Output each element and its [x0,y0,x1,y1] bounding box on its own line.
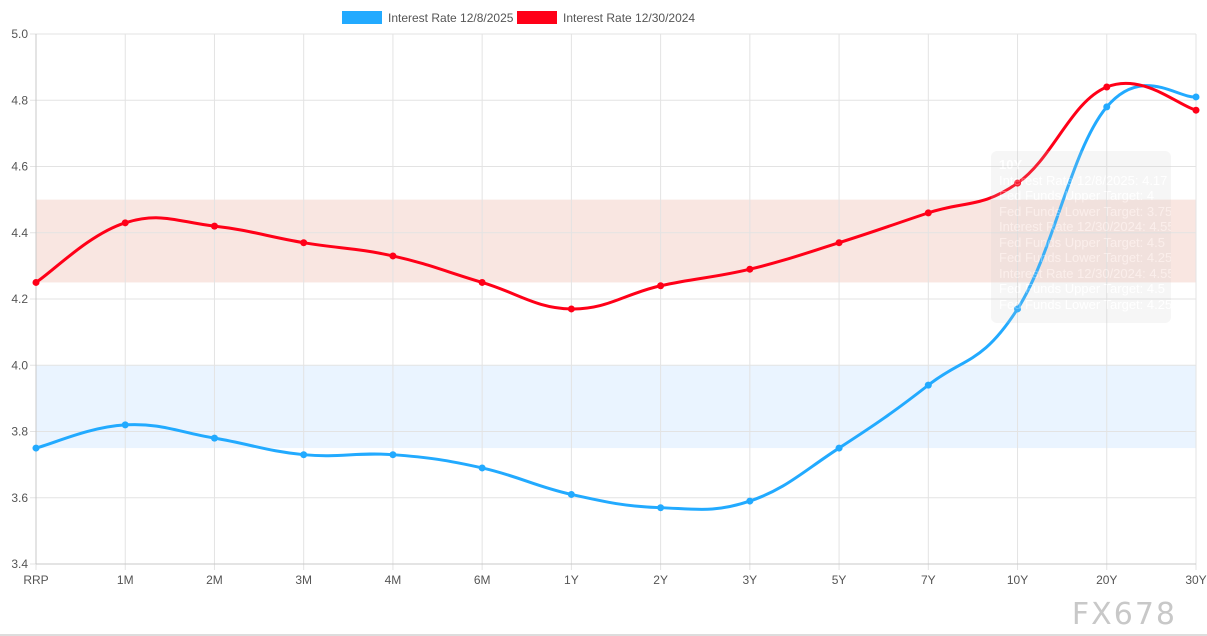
tooltip-line: Fed Funds Lower Target: 4.25 [999,250,1171,265]
tooltip-line: Fed Funds Upper Target: 4.5 [999,281,1165,296]
x-tick-label: 2M [206,573,223,587]
divider [0,634,1207,636]
y-tick-label: 3.6 [11,491,28,505]
legend-label: Interest Rate 12/8/2025 [388,11,514,25]
y-tick-label: 5.0 [11,27,28,41]
tooltip-line: Interest Rate 12/8/2025: 4.17 [999,172,1168,188]
data-point [1014,179,1022,187]
tooltip-line: Fed Funds Upper Target: 4.5 [999,234,1165,250]
data-point [121,219,129,227]
data-point [924,381,932,389]
x-tick-label: 1Y [564,573,579,587]
data-point [657,504,665,512]
data-point [567,305,575,313]
tooltip: 10Y Interest Rate 12/8/2025: 4.17 Fed Fu… [991,151,1171,323]
data-point [210,222,218,230]
data-point [389,451,397,459]
x-tick-label: 3M [295,573,312,587]
y-tick-label: 4.6 [11,160,28,174]
data-point [835,444,843,452]
data-point [32,444,40,452]
x-tick-label: RRP [23,573,48,587]
x-tick-label: 20Y [1096,573,1117,587]
x-tick-label: 30Y [1185,573,1206,587]
target-band [36,199,1196,283]
tooltip-line: Fed Funds Upper Target: 4 [999,188,1155,203]
data-point [478,464,486,472]
data-point [746,265,754,273]
x-tick-label: 6M [474,573,491,587]
x-tick-label: 2Y [653,573,668,587]
data-point [300,451,308,459]
data-point [924,209,932,217]
x-tick-label: 4M [385,573,402,587]
data-point [1103,103,1111,111]
x-tick-label: 3Y [743,573,758,587]
data-point [1192,106,1200,114]
tooltip-line: Interest Rate 12/30/2024: 4.55 [999,265,1171,281]
x-tick-label: 10Y [1007,573,1028,587]
tooltip-line: Fed Funds Lower Target: 3.75 [999,203,1171,219]
y-tick-label: 3.8 [11,425,28,439]
x-tick-label: 7Y [921,573,936,587]
legend-swatch [342,11,382,24]
y-tick-label: 4.4 [11,226,28,240]
x-tick-label: 1M [117,573,134,587]
target-band [36,365,1196,449]
data-point [389,252,397,260]
data-point [746,497,754,505]
data-point [121,421,129,429]
data-point [300,239,308,247]
data-point [1103,83,1111,91]
y-tick-label: 4.8 [11,93,28,107]
tooltip-line: Interest Rate 12/30/2024: 4.55 [999,219,1171,234]
data-point [835,239,843,247]
y-tick-label: 4.0 [11,358,28,372]
data-point [478,278,486,286]
x-tick-label: 5Y [832,573,847,587]
tooltip-title: 10Y [999,157,1023,172]
data-point [1192,93,1200,101]
y-tick-label: 4.2 [11,292,28,306]
watermark: FX678 [1071,597,1177,632]
legend-swatch [517,11,557,24]
data-point [657,282,665,290]
data-point [210,434,218,442]
data-point [32,278,40,286]
tooltip-line: Fed Funds Lower Target: 4.25 [999,296,1171,312]
legend-label: Interest Rate 12/30/2024 [563,11,695,25]
data-point [567,490,575,498]
data-point [1014,305,1022,313]
y-tick-label: 3.4 [11,557,28,571]
